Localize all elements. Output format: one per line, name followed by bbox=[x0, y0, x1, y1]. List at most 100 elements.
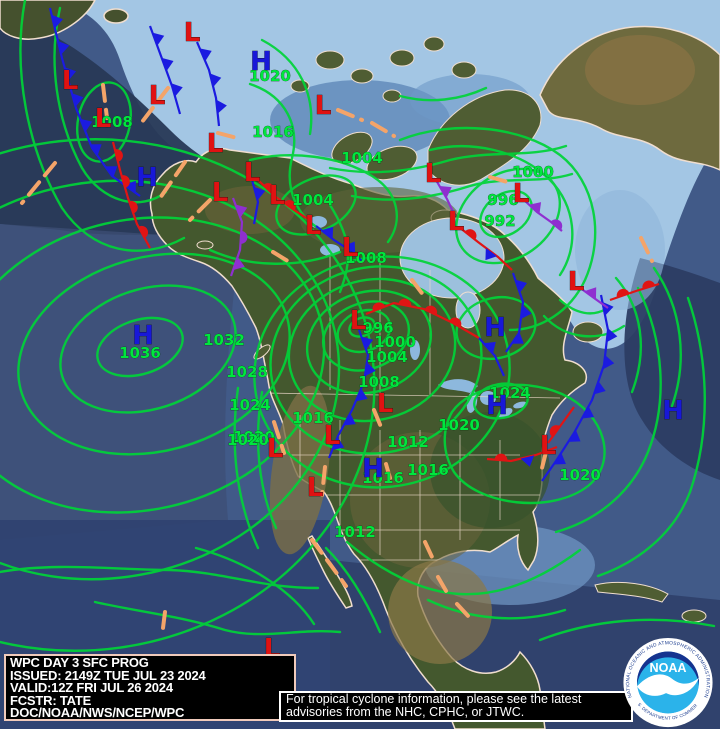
front-marker bbox=[171, 83, 183, 97]
front-marker bbox=[511, 332, 524, 344]
front-marker bbox=[439, 186, 452, 199]
isobar-label: 1020 bbox=[438, 416, 480, 434]
front-marker bbox=[355, 388, 368, 402]
front-marker bbox=[485, 247, 498, 261]
front-marker bbox=[199, 48, 212, 62]
isobar-label: 1016 bbox=[292, 409, 334, 427]
front-marker bbox=[520, 455, 535, 467]
isobar-label: 1016 bbox=[252, 123, 294, 141]
low-pressure-center: L bbox=[212, 178, 229, 208]
isobar-contours bbox=[0, 0, 716, 652]
front-marker bbox=[51, 14, 63, 29]
noaa-logo: NOAA NATIONAL OCEANIC AND ATMOSPHERIC AD… bbox=[623, 637, 713, 728]
front-marker bbox=[216, 99, 227, 114]
front-marker bbox=[361, 336, 374, 350]
trough-line bbox=[336, 108, 364, 122]
high-pressure-center: H bbox=[132, 321, 154, 351]
front-marker bbox=[233, 256, 245, 271]
cold-front bbox=[541, 294, 618, 482]
low-pressure-center: L bbox=[307, 473, 324, 503]
front-marker bbox=[235, 204, 248, 218]
trough-lines-layer bbox=[20, 83, 654, 630]
cold-front bbox=[505, 272, 532, 353]
front-marker bbox=[581, 406, 595, 419]
low-pressure-center: L bbox=[342, 233, 359, 263]
isobar-label: 1020 bbox=[559, 466, 601, 484]
front-marker bbox=[332, 437, 345, 451]
low-pressure-center: L bbox=[448, 207, 465, 237]
isobar-label: 1004 bbox=[366, 348, 408, 366]
front-marker bbox=[321, 226, 334, 239]
isobar-label: 1004 bbox=[292, 191, 334, 209]
trough-line bbox=[539, 450, 548, 474]
front-marker bbox=[161, 57, 174, 72]
front-marker bbox=[114, 149, 123, 162]
trough-line bbox=[271, 250, 293, 265]
low-pressure-center: L bbox=[184, 18, 201, 48]
front-marker bbox=[121, 175, 130, 188]
isobar-label: 1016 bbox=[362, 469, 404, 487]
occluded-front bbox=[435, 179, 456, 217]
front-marker bbox=[138, 225, 148, 239]
trough-line bbox=[384, 462, 392, 480]
isobar-label: 1004 bbox=[341, 149, 383, 167]
low-pressure-center: L bbox=[269, 181, 286, 211]
isobar-label: 1024 bbox=[489, 384, 531, 402]
front-marker bbox=[584, 287, 597, 300]
front-marker bbox=[553, 452, 566, 465]
isobar-labels-layer: 1036103210281024102010201016100410041008… bbox=[91, 67, 601, 542]
warm-front bbox=[547, 406, 575, 444]
front-marker bbox=[89, 144, 102, 156]
front-marker bbox=[483, 341, 496, 354]
front-marker bbox=[550, 219, 563, 230]
isobar-label: 996 bbox=[487, 191, 518, 209]
front-marker bbox=[57, 41, 70, 55]
high-pressure-center: H bbox=[662, 396, 684, 426]
isobar-label: 1020 bbox=[227, 431, 269, 449]
low-pressure-center: L bbox=[62, 66, 79, 96]
low-pressure-center: L bbox=[568, 267, 585, 297]
occluded-front bbox=[578, 286, 609, 309]
trough-line bbox=[272, 420, 286, 455]
low-pressure-center: L bbox=[315, 91, 332, 121]
stationary-front bbox=[486, 445, 558, 467]
forecast-info-box: WPC DAY 3 SFC PROG ISSUED: 2149Z TUE JUL… bbox=[4, 654, 296, 721]
front-marker bbox=[424, 305, 438, 316]
front-marker bbox=[343, 413, 356, 426]
front-marker bbox=[549, 425, 561, 437]
isobar-label: 1016 bbox=[407, 461, 449, 479]
isobar-label: 1024 bbox=[229, 396, 271, 414]
front-marker bbox=[283, 200, 296, 211]
front-marker bbox=[616, 288, 630, 298]
occluded-front bbox=[229, 197, 248, 277]
trough-line bbox=[436, 575, 451, 598]
isobar-label: 1036 bbox=[119, 344, 161, 362]
cold-front bbox=[148, 25, 183, 115]
front-marker bbox=[398, 298, 412, 307]
tropical-advisory-box: For tropical cyclone information, please… bbox=[279, 691, 633, 722]
low-pressure-center: L bbox=[324, 421, 341, 451]
low-pressure-center: L bbox=[350, 306, 367, 336]
warm-front bbox=[257, 179, 312, 222]
trough-line bbox=[310, 538, 348, 588]
low-pressure-center: L bbox=[377, 389, 394, 419]
front-marker bbox=[642, 280, 656, 289]
trough-line bbox=[372, 408, 383, 429]
cold-front bbox=[250, 179, 266, 225]
trough-line bbox=[188, 198, 212, 222]
low-pressure-center: L bbox=[540, 431, 557, 461]
low-pressure-center: L bbox=[425, 159, 442, 189]
front-marker bbox=[603, 355, 615, 370]
product-title: WPC DAY 3 SFC PROG bbox=[10, 655, 149, 670]
cold-front bbox=[195, 41, 227, 127]
tropical-line-2: advisories from the NHC, CPHC, or JTWC. bbox=[286, 705, 525, 720]
trough-line bbox=[158, 160, 187, 200]
noaa-logo-emblem bbox=[637, 651, 699, 714]
front-marker bbox=[105, 166, 118, 178]
agency-line: DOC/NOAA/NWS/NCEP/WPC bbox=[10, 705, 185, 721]
trough-line bbox=[161, 610, 167, 630]
front-marker bbox=[449, 317, 462, 328]
low-pressure-center: L bbox=[207, 129, 224, 159]
